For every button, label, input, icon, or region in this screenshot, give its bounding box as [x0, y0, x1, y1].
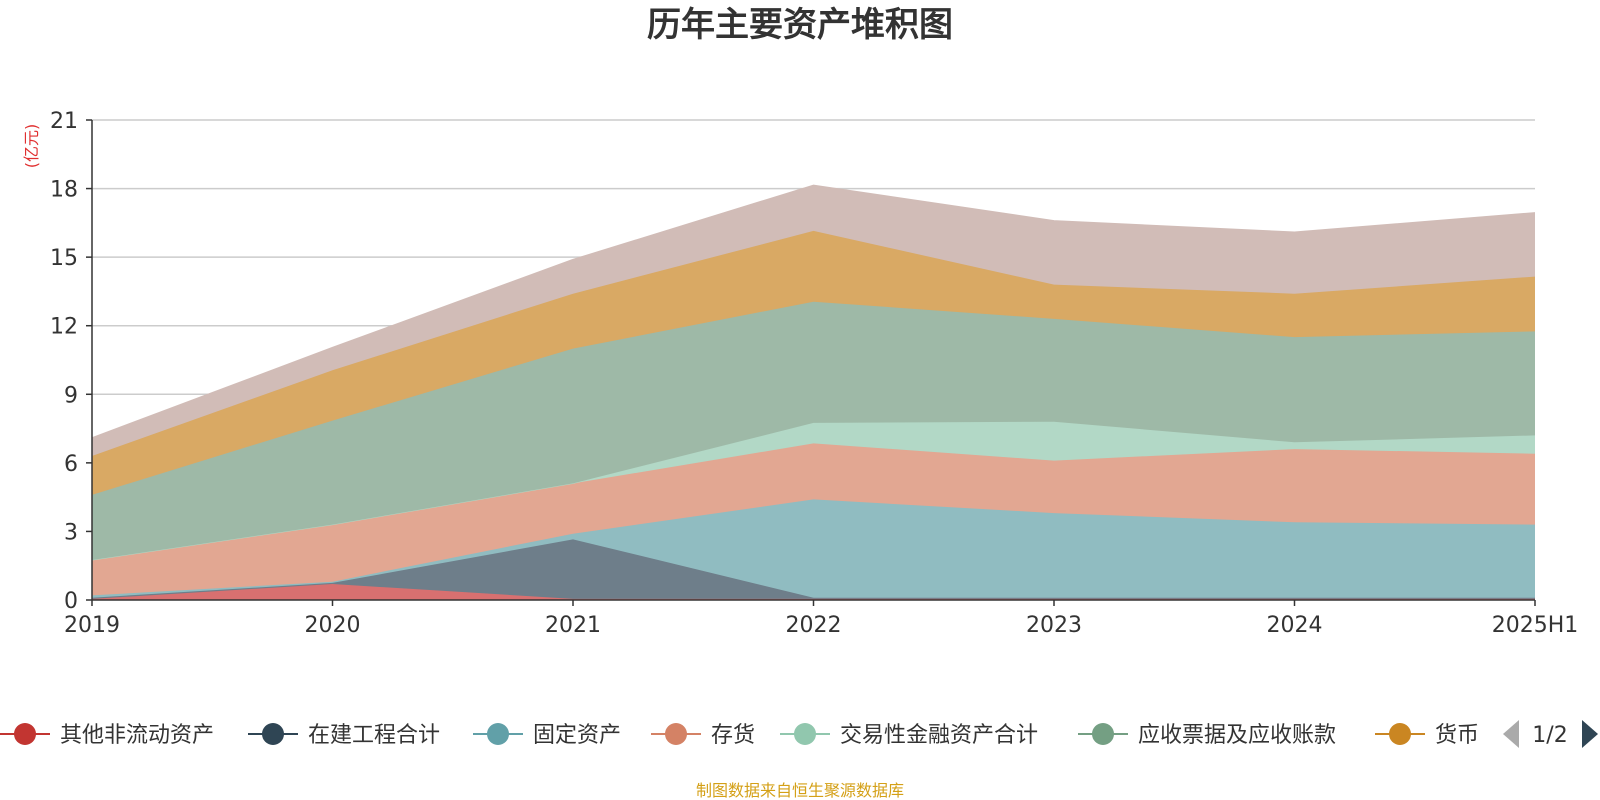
legend-label: 交易性金融资产合计: [840, 723, 1038, 748]
y-tick-label: 3: [64, 520, 78, 545]
x-tick-label: 2022: [786, 613, 842, 638]
y-tick-label: 15: [50, 246, 78, 271]
series-area-2: [92, 539, 1535, 599]
x-tick-label: 2025H1: [1492, 613, 1579, 638]
pager-next-icon[interactable]: [1582, 720, 1598, 748]
legend-item[interactable]: 其他非流动资产: [0, 723, 214, 748]
legend: 其他非流动资产 在建工程合计 固定资产 存货 交易性金融资产合计 应收票据及应收账款 货币: [0, 723, 1479, 748]
x-tick-label: 2020: [305, 613, 361, 638]
data-source-note: 制图数据来自恒生聚源数据库: [696, 781, 904, 800]
legend-label: 固定资产: [533, 723, 621, 748]
x-tick-label: 2023: [1026, 613, 1082, 638]
series-areas: [91, 184, 1536, 600]
legend-label: 在建工程合计: [308, 723, 440, 748]
legend-pager: 1/2: [1503, 720, 1598, 748]
legend-item[interactable]: 存货: [651, 723, 755, 748]
pager-label: 1/2: [1532, 723, 1567, 748]
series-line-8: [91, 184, 1536, 439]
series-area-4: [92, 443, 1535, 596]
y-tick-label: 12: [50, 315, 78, 340]
series-area-3: [92, 499, 1535, 598]
x-tick-label: 2019: [64, 613, 120, 638]
series-area-1: [92, 584, 1535, 600]
series-area-6: [92, 301, 1535, 560]
legend-item[interactable]: 货币: [1375, 723, 1479, 748]
pager-prev-icon[interactable]: [1503, 720, 1519, 748]
x-tick-label: 2021: [545, 613, 601, 638]
y-tick-label: 6: [64, 452, 78, 477]
legend-marker-icon: [794, 723, 816, 745]
legend-marker-icon: [1092, 723, 1114, 745]
legend-item[interactable]: 应收票据及应收账款: [1078, 723, 1336, 748]
legend-marker-icon: [1389, 723, 1411, 745]
legend-marker-icon: [487, 723, 509, 745]
legend-marker-icon: [262, 723, 284, 745]
chart-title: 历年主要资产堆积图: [647, 5, 953, 45]
y-tick-label: 0: [64, 589, 78, 614]
y-tick-label: 18: [50, 178, 78, 203]
legend-item[interactable]: 固定资产: [473, 723, 621, 748]
y-tick-labels: 0 3 6 9 12 15 18 21: [50, 109, 92, 614]
legend-item[interactable]: 在建工程合计: [248, 723, 440, 748]
x-tick-label: 2024: [1267, 613, 1323, 638]
series-area-8: [92, 185, 1535, 456]
legend-marker-icon: [665, 723, 687, 745]
x-tick-labels: 2019 2020 2021 2022 2023 2024 2025H1: [64, 600, 1578, 638]
y-axis-unit-label: (亿元): [22, 124, 41, 169]
y-tick-label: 9: [64, 383, 78, 408]
legend-label: 货币: [1435, 723, 1479, 748]
legend-label: 应收票据及应收账款: [1138, 723, 1336, 748]
legend-label: 其他非流动资产: [60, 723, 214, 748]
series-area-7: [92, 230, 1535, 495]
y-tick-label: 21: [50, 109, 78, 134]
legend-item[interactable]: 交易性金融资产合计: [780, 723, 1038, 748]
legend-label: 存货: [711, 723, 755, 748]
legend-marker-icon: [14, 723, 36, 745]
